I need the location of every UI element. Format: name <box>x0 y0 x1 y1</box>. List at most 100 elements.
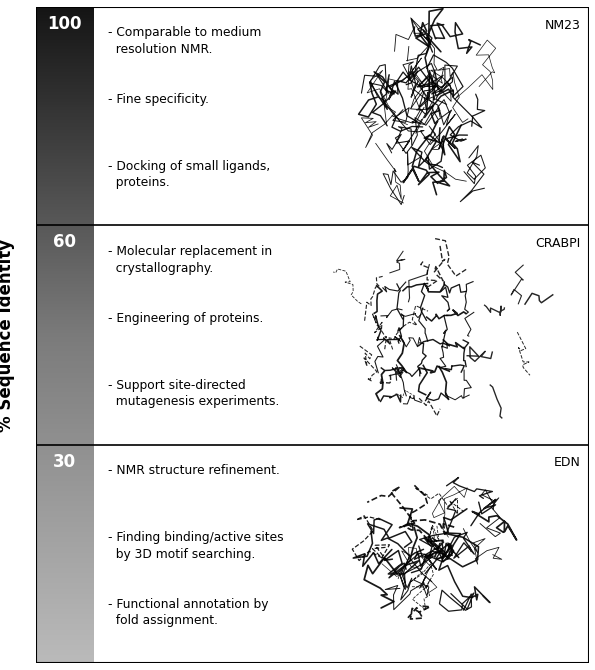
Bar <box>36 626 94 627</box>
Bar <box>36 204 94 205</box>
Bar <box>36 59 94 61</box>
Bar <box>36 476 94 478</box>
Bar <box>36 371 94 373</box>
Bar <box>36 314 94 316</box>
Bar <box>36 210 94 212</box>
Bar <box>36 662 94 663</box>
Bar <box>36 566 94 568</box>
Bar <box>36 425 94 427</box>
Bar <box>36 486 94 488</box>
Bar <box>36 647 94 649</box>
Bar <box>36 655 94 657</box>
Bar <box>36 453 94 455</box>
Bar <box>36 547 94 548</box>
Bar <box>36 200 94 202</box>
Bar <box>36 353 94 354</box>
Bar <box>36 468 94 470</box>
Bar <box>36 176 94 178</box>
Bar <box>36 389 94 391</box>
Bar <box>36 473 94 474</box>
Bar <box>36 241 94 243</box>
Bar <box>36 593 94 594</box>
Bar <box>36 506 94 507</box>
Bar <box>36 149 94 151</box>
Bar <box>36 602 94 604</box>
Bar <box>36 107 94 109</box>
Bar <box>36 539 94 540</box>
Bar <box>36 40 94 41</box>
Bar <box>36 463 94 465</box>
Bar <box>36 609 94 611</box>
Bar <box>36 98 94 100</box>
Bar <box>36 145 94 146</box>
Text: - Support site-directed
  mutagenesis experiments.: - Support site-directed mutagenesis expe… <box>108 379 279 408</box>
Bar <box>36 542 94 543</box>
Bar <box>36 79 94 80</box>
Text: - Docking of small ligands,
  proteins.: - Docking of small ligands, proteins. <box>108 159 270 189</box>
Bar <box>36 533 94 535</box>
Bar <box>36 522 94 524</box>
Bar <box>36 186 94 188</box>
Bar <box>36 113 94 115</box>
Bar <box>36 295 94 297</box>
Bar <box>36 572 94 573</box>
Bar <box>36 338 94 340</box>
Bar <box>36 237 94 238</box>
Bar <box>36 420 94 422</box>
Bar <box>36 419 94 420</box>
Bar <box>36 100 94 102</box>
Bar <box>36 245 94 247</box>
Bar <box>36 411 94 412</box>
Bar <box>36 581 94 583</box>
Bar <box>36 292 94 294</box>
Bar <box>36 309 94 310</box>
Bar <box>36 255 94 256</box>
Bar <box>36 253 94 255</box>
Bar <box>36 465 94 466</box>
Bar <box>36 551 94 553</box>
Text: EDN: EDN <box>554 456 581 470</box>
Bar <box>36 189 94 190</box>
Bar <box>36 391 94 393</box>
Bar <box>36 137 94 138</box>
Text: - NMR structure refinement.: - NMR structure refinement. <box>108 464 280 477</box>
Bar <box>36 248 94 250</box>
Bar <box>36 196 94 197</box>
Bar <box>36 555 94 557</box>
Bar <box>36 450 94 452</box>
Bar <box>36 171 94 172</box>
Bar <box>36 125 94 127</box>
Bar <box>36 573 94 575</box>
Bar <box>36 537 94 539</box>
Bar <box>36 444 94 445</box>
Bar <box>36 273 94 274</box>
Bar <box>36 376 94 378</box>
Bar <box>36 650 94 652</box>
Bar <box>36 383 94 385</box>
Bar <box>36 212 94 214</box>
Bar <box>36 68 94 69</box>
Bar <box>36 284 94 286</box>
Bar <box>36 488 94 489</box>
Bar <box>36 15 94 17</box>
Bar <box>36 127 94 128</box>
Bar <box>36 287 94 289</box>
Text: CRABPI: CRABPI <box>536 237 581 250</box>
Bar <box>36 238 94 240</box>
Bar <box>36 320 94 322</box>
Text: 100: 100 <box>48 15 82 33</box>
Bar <box>36 343 94 345</box>
Text: % Sequence Identity: % Sequence Identity <box>0 239 15 431</box>
Bar <box>36 7 94 8</box>
Bar <box>36 138 94 139</box>
Bar <box>36 494 94 496</box>
Bar <box>36 491 94 492</box>
Bar <box>36 345 94 346</box>
Bar <box>36 90 94 92</box>
Bar <box>36 69 94 71</box>
Bar <box>36 92 94 94</box>
Bar <box>36 317 94 319</box>
Bar <box>36 553 94 555</box>
Bar <box>36 576 94 578</box>
Bar <box>36 560 94 561</box>
